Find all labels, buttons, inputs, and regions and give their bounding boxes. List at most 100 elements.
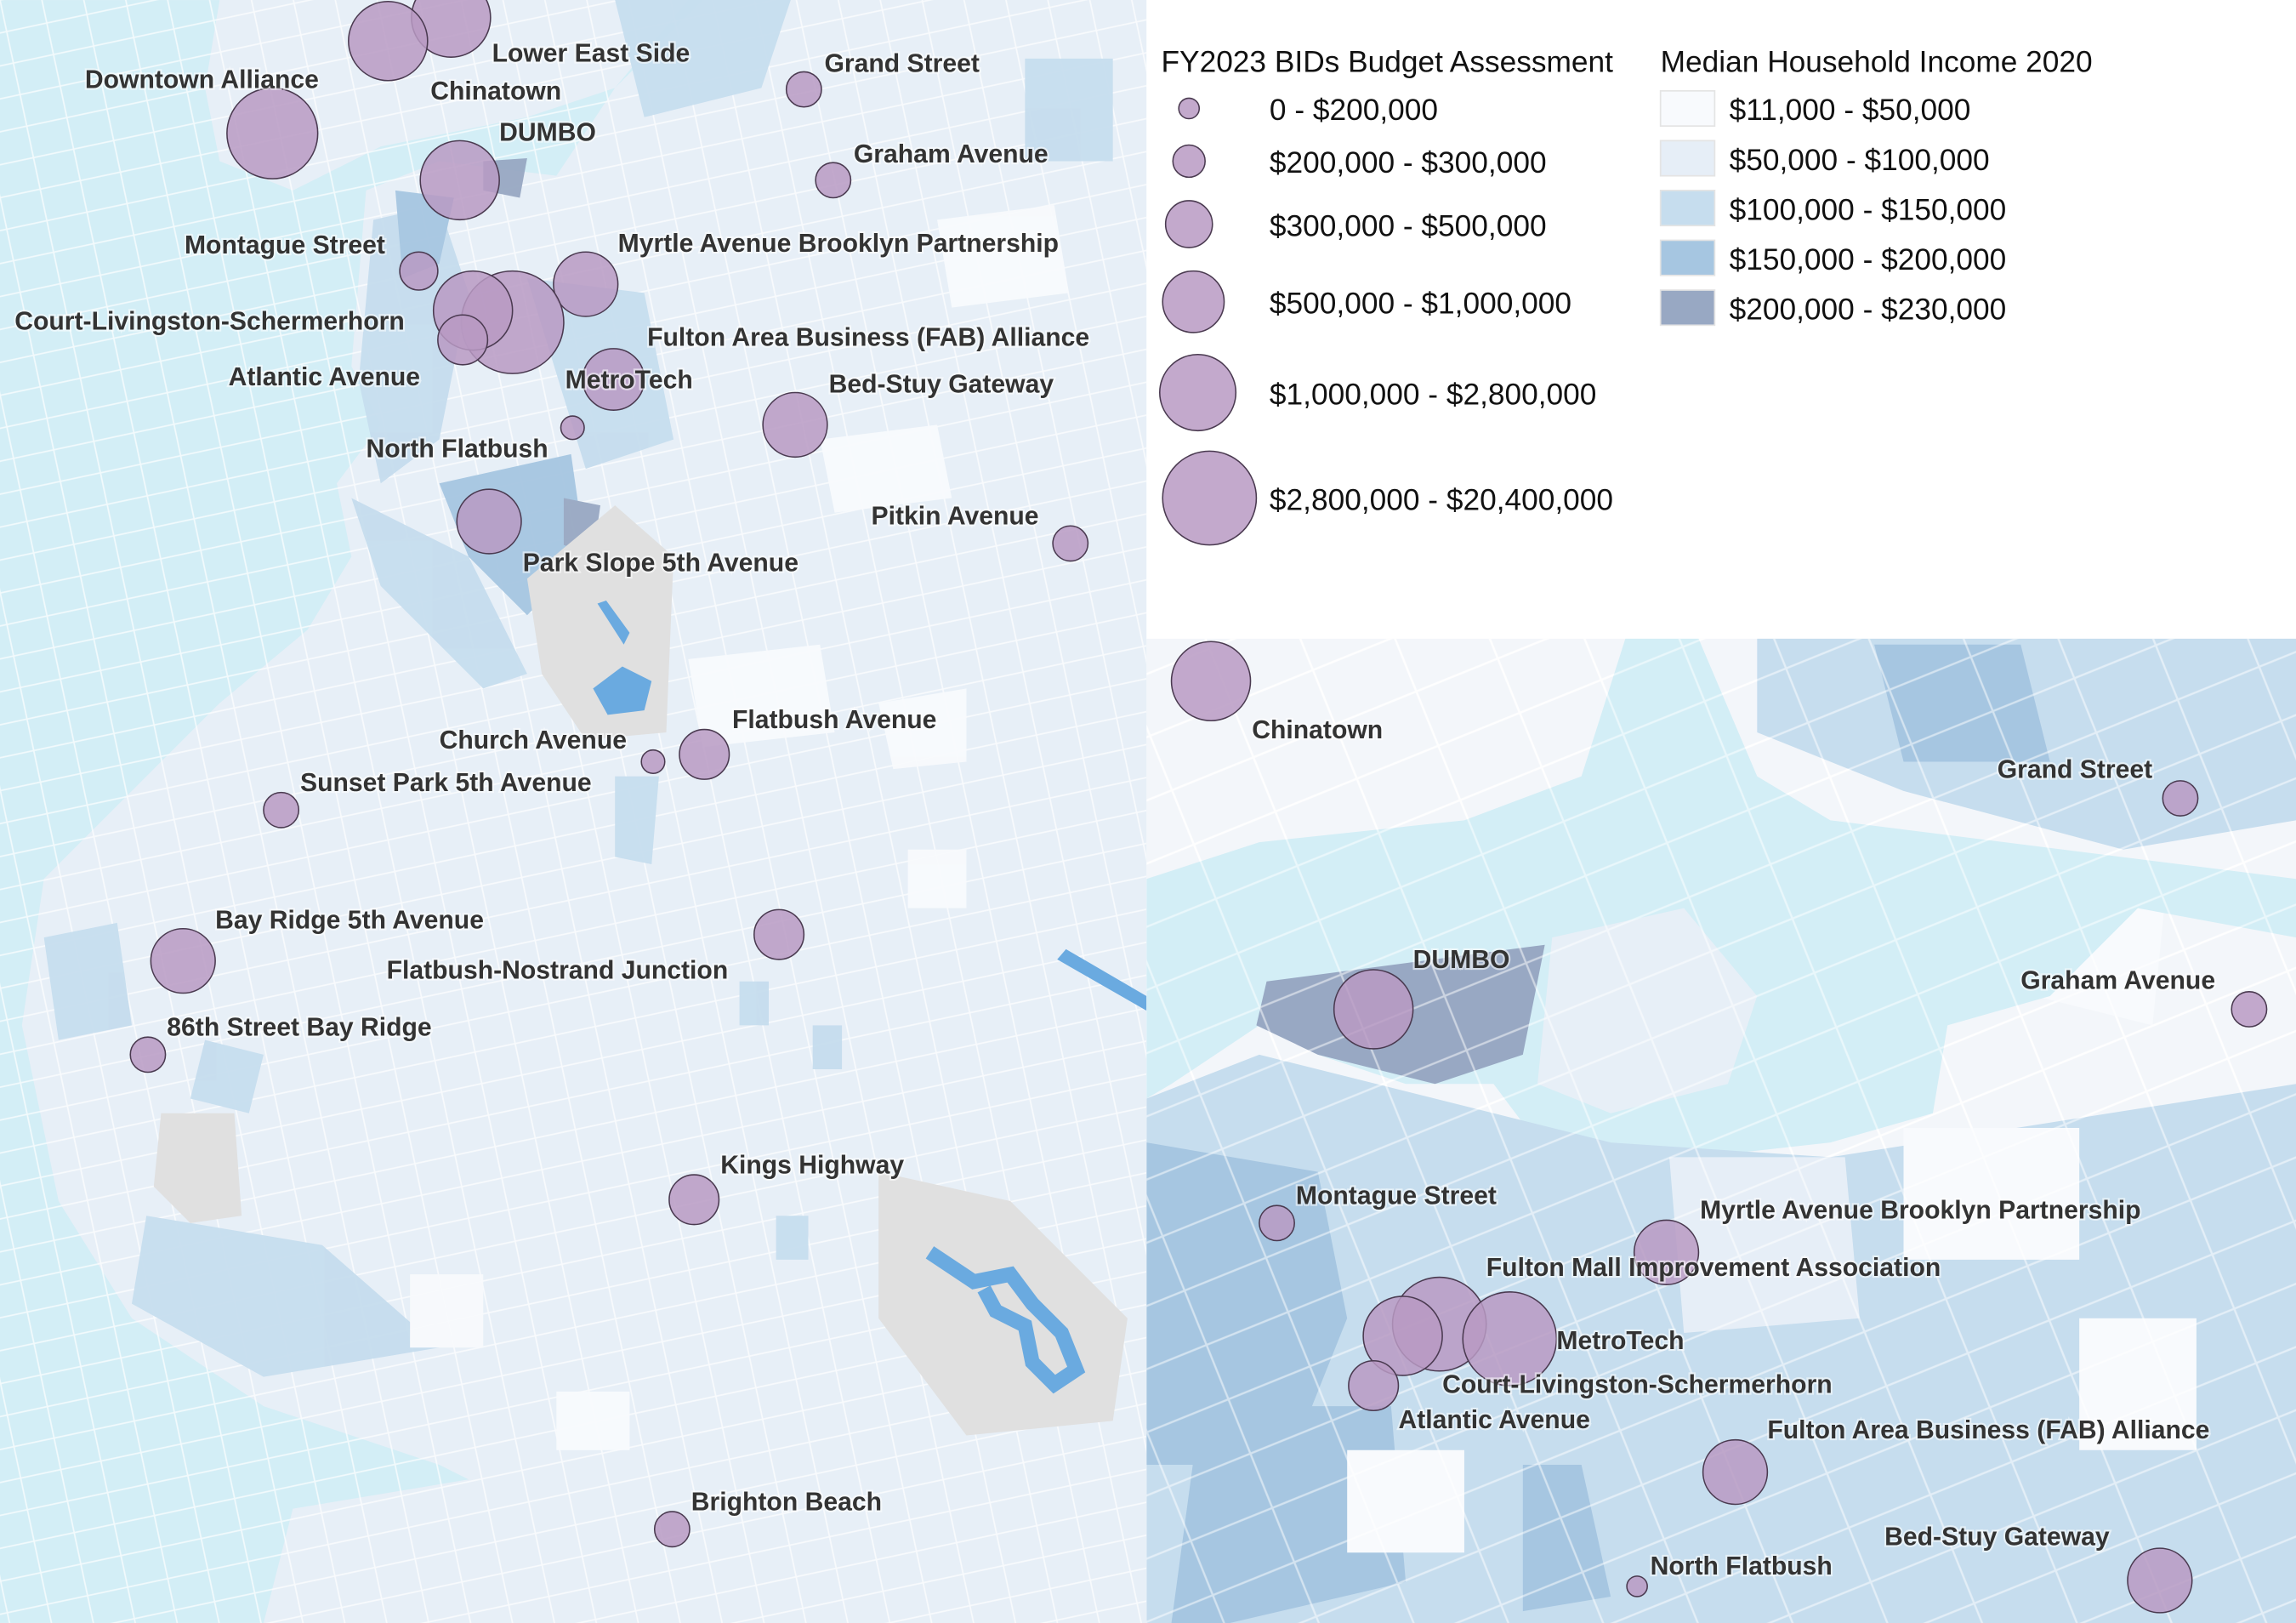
- map-label: DUMBO: [499, 118, 596, 146]
- legend-bids-title: FY2023 BIDs Budget Assessment: [1161, 45, 1613, 78]
- inset-map-labels: Chinatown Grand Street DUMBO Graham Aven…: [1250, 715, 2217, 1583]
- inset-map-bid-circles: [1170, 641, 2268, 1614]
- legend-swatch-2: [1659, 140, 1716, 177]
- marine-park-lake: [925, 1246, 1086, 1394]
- bid-circle-atlantic-avenue[interactable]: [437, 314, 489, 366]
- legend-income-class: $50,000 - $100,000: [1730, 144, 1990, 177]
- legend-circle-4: [1162, 270, 1225, 333]
- map-label: MetroTech: [1556, 1327, 1684, 1355]
- legend-circle-6: [1162, 450, 1258, 546]
- map-label: Downtown Alliance: [85, 65, 319, 94]
- map-label: Chinatown: [1252, 716, 1383, 744]
- legend-bids-class: $300,000 - $500,000: [1270, 209, 1547, 242]
- map-label: Chinatown: [430, 77, 561, 105]
- bid-circle-atlantic-avenue[interactable]: [1348, 1359, 1400, 1412]
- bid-circle-court-livingston[interactable]: [1362, 1296, 1443, 1376]
- map-label: Court-Livingston-Schermerhorn: [14, 307, 405, 335]
- map-label: Fulton Mall Improvement Association: [1486, 1254, 1941, 1282]
- bid-circle-graham-avenue[interactable]: [815, 162, 852, 199]
- bid-circle-flatbush-nostrand[interactable]: [753, 908, 805, 960]
- map-label: Kings Highway: [720, 1151, 904, 1179]
- legend-bids-class: $200,000 - $300,000: [1270, 146, 1547, 179]
- legend-income-class: $100,000 - $150,000: [1730, 193, 2007, 226]
- map-label: Brighton Beach: [691, 1488, 882, 1516]
- bid-circle-brighton-beach[interactable]: [653, 1511, 691, 1548]
- legend-swatch-1: [1659, 89, 1716, 127]
- bid-circle-bay-ridge-5th[interactable]: [150, 927, 216, 994]
- bid-circle-dumbo[interactable]: [1333, 969, 1414, 1050]
- bid-circle-north-flatbush[interactable]: [560, 415, 585, 441]
- bid-circle-kings-highway[interactable]: [668, 1174, 720, 1226]
- map-label: Sunset Park 5th Avenue: [300, 769, 592, 797]
- legend-income-title: Median Household Income 2020: [1661, 45, 2093, 78]
- legend: FY2023 BIDs Budget Assessment Median Hou…: [1146, 0, 2296, 639]
- legend-swatch-3: [1659, 190, 1716, 227]
- legend-bids-class: $1,000,000 - $2,800,000: [1270, 378, 1597, 411]
- legend-swatch-5: [1659, 289, 1716, 327]
- bid-circle-86th-street[interactable]: [129, 1036, 167, 1073]
- map-label: Graham Avenue: [854, 140, 1049, 168]
- map-label: MetroTech: [565, 366, 693, 394]
- legend-circle-3: [1164, 200, 1213, 248]
- map-label: Myrtle Avenue Brooklyn Partnership: [1700, 1197, 2140, 1225]
- legend-bids-class: $2,800,000 - $20,400,000: [1270, 483, 1613, 516]
- canal: [1057, 948, 1147, 1011]
- map-label: Montague Street: [185, 231, 385, 259]
- map-label: North Flatbush: [366, 435, 548, 463]
- map-label: Bed-Stuy Gateway: [1884, 1523, 2110, 1552]
- bid-circle-metrotech[interactable]: [1462, 1291, 1558, 1387]
- map-label: Atlantic Avenue: [1398, 1406, 1589, 1434]
- map-label: Montague Street: [1296, 1182, 1497, 1210]
- map-label: Bed-Stuy Gateway: [829, 371, 1054, 399]
- map-label: Court-Livingston-Schermerhorn: [1442, 1371, 1833, 1399]
- bid-circle-downtown-alliance[interactable]: [226, 87, 319, 179]
- map-label: Graham Avenue: [2020, 966, 2215, 994]
- legend-circle-2: [1172, 144, 1206, 179]
- bid-circle-chinatown[interactable]: [1170, 641, 1252, 722]
- legend-income-class: $11,000 - $50,000: [1730, 94, 1971, 127]
- bid-circle-grand-street[interactable]: [2162, 780, 2199, 817]
- main-map-bid-circles: [129, 0, 1089, 1548]
- bid-circle-flatbush-avenue[interactable]: [679, 728, 730, 780]
- bid-circle-dumbo[interactable]: [419, 140, 500, 221]
- bid-circle-graham-avenue[interactable]: [2231, 991, 2268, 1028]
- bid-circle-myrtle-avenue[interactable]: [553, 251, 619, 317]
- legend-bids-class: $500,000 - $1,000,000: [1270, 288, 1571, 321]
- bid-circle-myrtle-avenue[interactable]: [1633, 1219, 1700, 1285]
- map-label: Bay Ridge 5th Avenue: [215, 907, 484, 935]
- legend-swatch-4: [1659, 239, 1716, 276]
- legend-circle-5: [1159, 353, 1237, 432]
- bid-circle-bed-stuy-gateway[interactable]: [762, 391, 828, 458]
- bid-circle-north-flatbush[interactable]: [1626, 1575, 1648, 1597]
- map-label: Atlantic Avenue: [229, 363, 420, 391]
- map-label: Park Slope 5th Avenue: [523, 550, 798, 578]
- bid-circle-chinatown[interactable]: [348, 0, 429, 82]
- greenwood-cemetery: [153, 1113, 242, 1223]
- map-label: Grand Street: [1998, 755, 2152, 783]
- legend-circle-1: [1178, 97, 1201, 120]
- bid-circle-bed-stuy-gateway[interactable]: [2127, 1547, 2193, 1614]
- bid-circle-montague-street[interactable]: [1259, 1204, 1295, 1242]
- bid-circle-fab-alliance[interactable]: [582, 348, 645, 411]
- prospect-park-lake: [593, 601, 652, 715]
- bid-circle-church-avenue[interactable]: [640, 749, 666, 775]
- bid-circle-fab-alliance[interactable]: [1702, 1438, 1769, 1506]
- map-label: Grand Street: [824, 49, 979, 77]
- bid-circle-pitkin-avenue[interactable]: [1052, 525, 1089, 562]
- map-label: Myrtle Avenue Brooklyn Partnership: [618, 230, 1059, 258]
- bid-circle-grand-street[interactable]: [785, 71, 822, 108]
- map-label: North Flatbush: [1651, 1552, 1833, 1580]
- bid-circle-sunset-park[interactable]: [263, 791, 300, 829]
- map-label: Lower East Side: [492, 39, 691, 67]
- bid-circle-park-slope[interactable]: [456, 488, 522, 555]
- map-label: Flatbush-Nostrand Junction: [387, 956, 729, 984]
- bid-circle-montague-street[interactable]: [399, 251, 439, 291]
- map-label: Flatbush Avenue: [732, 706, 936, 734]
- legend-income-class: $150,000 - $200,000: [1730, 243, 2007, 276]
- map-label: 86th Street Bay Ridge: [167, 1013, 431, 1041]
- main-map-labels: Lower East Side Chinatown Downtown Allia…: [13, 37, 1091, 1518]
- map-label: Fulton Area Business (FAB) Alliance: [1767, 1416, 2209, 1444]
- map-label: DUMBO: [1413, 946, 1510, 974]
- legend-bids-class: 0 - $200,000: [1270, 94, 1438, 127]
